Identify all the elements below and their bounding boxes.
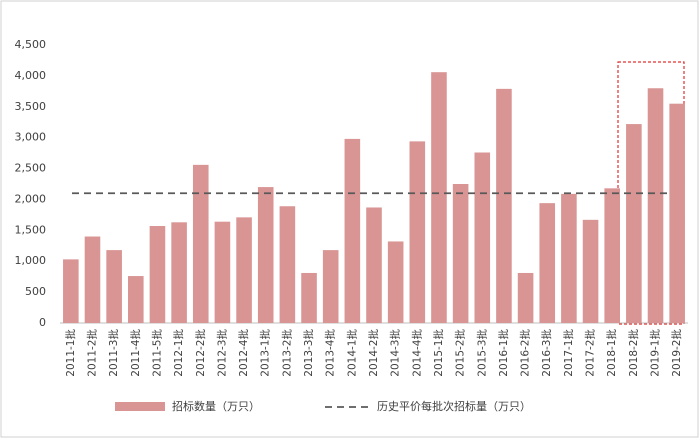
bar: [496, 88, 512, 324]
x-tick-label: 2018-1批: [605, 329, 618, 377]
x-tick-label: 2016-2批: [519, 329, 532, 377]
bar: [604, 188, 621, 323]
bar: [409, 141, 426, 323]
x-tick-label: 2019-1批: [649, 329, 662, 377]
bar: [257, 187, 274, 323]
x-tick-label: 2013-3批: [302, 329, 315, 377]
x-tick-label: 2015-2批: [454, 329, 467, 377]
bar: [344, 138, 361, 323]
bar: [669, 103, 685, 323]
x-tick-label: 2013-1批: [259, 329, 272, 377]
bar: [582, 219, 599, 323]
x-tick-label: 2011-1批: [64, 329, 77, 377]
bar: [149, 226, 166, 323]
x-tick-label: 2018-2批: [627, 329, 640, 377]
y-tick-label: 1,000: [15, 254, 47, 267]
bar: [626, 124, 642, 323]
x-tick-label: 2017-1批: [562, 329, 575, 377]
x-tick-label: 2011-5批: [150, 329, 163, 377]
legend-label: 历史平价每批次招标量（万只）: [377, 399, 531, 413]
x-tick-label: 2014-4批: [410, 329, 423, 377]
y-tick-label: 0: [39, 316, 46, 329]
bar: [561, 193, 577, 323]
legend-swatch: [115, 402, 165, 411]
y-tick-label: 3,500: [15, 100, 47, 113]
bar: [106, 250, 122, 323]
bar: [647, 88, 664, 323]
x-tick-label: 2014-1批: [345, 329, 358, 377]
x-tick-label: 2013-2批: [280, 329, 293, 377]
x-tick-label: 2016-3批: [540, 329, 553, 377]
bar: [387, 241, 404, 323]
bar: [517, 272, 534, 323]
y-tick-label: 2,500: [15, 162, 47, 175]
x-tick-label: 2019-2批: [670, 329, 683, 377]
bar: [192, 164, 209, 323]
y-tick-label: 3,000: [15, 131, 47, 144]
bar: [63, 259, 79, 323]
x-tick-label: 2014-2批: [367, 329, 380, 377]
bar: [171, 222, 187, 323]
bar: [214, 221, 231, 323]
x-tick-label: 2012-2批: [194, 329, 207, 377]
x-tick-label: 2015-1批: [432, 329, 445, 377]
y-tick-label: 2,000: [15, 192, 47, 205]
x-tick-label: 2012-1批: [172, 329, 185, 377]
x-tick-label: 2011-4批: [129, 329, 142, 377]
bar: [539, 203, 556, 323]
y-tick-label: 4,000: [15, 69, 47, 82]
x-tick-label: 2012-3批: [215, 329, 228, 377]
y-tick-label: 1,500: [15, 223, 47, 236]
bar: [84, 236, 101, 323]
bar: [366, 207, 382, 323]
x-tick-label: 2016-1批: [497, 329, 510, 377]
bar: [474, 152, 491, 323]
x-tick-label: 2015-3批: [475, 329, 488, 377]
bar: [431, 72, 447, 323]
x-tick-label: 2012-4批: [237, 329, 250, 377]
x-tick-label: 2013-4批: [324, 329, 337, 377]
x-tick-label: 2014-3批: [389, 329, 402, 377]
x-tick-label: 2011-2批: [85, 329, 98, 377]
y-tick-label: 4,500: [15, 38, 47, 51]
bar: [322, 250, 339, 323]
bar: [127, 276, 144, 323]
x-tick-label: 2011-3批: [107, 329, 120, 377]
legend-label: 招标数量（万只）: [172, 399, 260, 413]
bar: [452, 184, 469, 323]
bar: [236, 217, 252, 323]
x-tick-label: 2017-2批: [584, 329, 597, 377]
bar: [279, 206, 296, 323]
bar: [301, 272, 317, 323]
y-tick-label: 500: [25, 285, 46, 298]
